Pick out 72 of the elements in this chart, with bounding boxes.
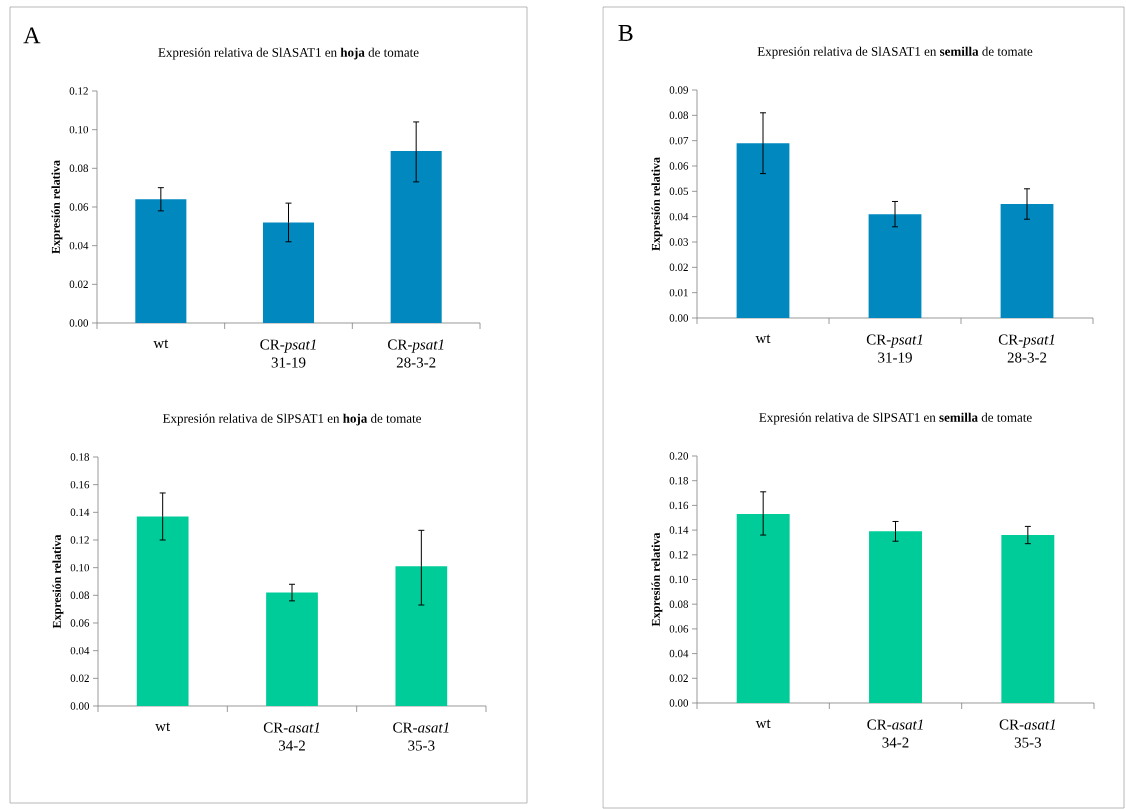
y-tick-label: 0.02 [70, 674, 89, 683]
x-tick-label: CR-asat1 34-2 [263, 722, 320, 751]
y-tick-label: 0.00 [669, 314, 689, 322]
bar [395, 566, 448, 706]
y-tick-label: 0.06 [69, 203, 89, 211]
text: B [618, 25, 633, 41]
x-tick-label: CR-psat1 31-19 [260, 339, 316, 368]
bar [262, 222, 315, 323]
x-tick-label: CR-psat1 31-19 [866, 334, 923, 363]
y-tick-label: 0.20 [669, 452, 689, 460]
y-tick-label: 0.04 [669, 649, 689, 658]
chart-title: Expresión relativa de SlPSAT1 en hoja de tomate [162, 413, 421, 426]
bar [1000, 204, 1054, 318]
y-tick-label: 0.10 [70, 563, 90, 572]
chart-title: Expresión relativa de SlASAT1 en hoja de tomate [158, 47, 419, 60]
y-tick-label: 0.14 [669, 526, 689, 534]
y-tick-label: 0.18 [669, 476, 689, 485]
bar [736, 514, 790, 703]
chart-title: Expresión relativa de SlASAT1 en semilla de tomate [757, 46, 1033, 59]
y-tick-label: 0.00 [669, 699, 689, 707]
bar [736, 143, 790, 318]
chart-title: Expresión relativa de SlPSAT1 en semilla de tomate [759, 412, 1032, 425]
bar [135, 199, 187, 323]
y-tick-label: 0.10 [69, 125, 89, 134]
y-tick-label: 0.09 [669, 86, 689, 94]
y-tick-label: 0.04 [70, 646, 90, 655]
y-tick-label: 0.02 [669, 263, 688, 272]
x-tick-label: CR-asat1 35-3 [999, 719, 1055, 748]
y-tick-label: 0.16 [669, 501, 689, 510]
x-tick-label: CR-asat1 34-2 [867, 719, 923, 748]
y-tick-label: 0.02 [69, 280, 88, 289]
y-tick-label: 0.01 [669, 288, 688, 297]
y-axis-title: Expresión relativa [651, 532, 663, 627]
bar [390, 150, 442, 323]
y-tick-label: 0.04 [669, 212, 689, 221]
y-tick-label: 0.06 [669, 162, 689, 170]
bar [1001, 535, 1055, 703]
y-axis-title: Expresión relativa [651, 157, 663, 251]
y-tick-label: 0.08 [69, 164, 89, 173]
y-tick-label: 0.12 [69, 87, 88, 95]
bar [136, 516, 189, 706]
y-tick-label: 0.16 [70, 480, 90, 489]
x-tick-label: wt [153, 339, 169, 349]
x-tick-label: CR-psat1 28-3-2 [388, 339, 444, 368]
y-axis-title: Expresión relativa [51, 160, 63, 254]
y-tick-label: 0.18 [70, 453, 90, 461]
y-tick-label: 0.06 [70, 619, 90, 627]
y-tick-label: 0.06 [669, 625, 689, 633]
y-tick-label: 0.03 [669, 238, 689, 246]
text: A [23, 27, 41, 44]
y-tick-label: 0.14 [70, 508, 90, 517]
y-tick-label: 0.00 [69, 319, 89, 327]
y-tick-label: 0.12 [669, 551, 688, 559]
x-tick-label: CR-psat1 28-3-2 [998, 334, 1055, 363]
x-tick-label: wt [155, 722, 171, 732]
y-tick-label: 0.10 [669, 575, 689, 584]
y-tick-label: 0.02 [669, 674, 688, 683]
x-tick-label: wt [755, 334, 771, 344]
y-tick-label: 0.00 [70, 702, 90, 710]
bar [869, 531, 922, 703]
bar [266, 592, 318, 706]
bar [868, 214, 922, 318]
y-tick-label: 0.12 [70, 536, 89, 544]
y-axis-title: Expresión relativa [52, 534, 64, 629]
y-tick-label: 0.05 [669, 187, 689, 196]
x-tick-label: wt [755, 719, 771, 729]
x-tick-label: CR-asat1 35-3 [393, 722, 449, 751]
y-tick-label: 0.08 [669, 111, 689, 120]
y-tick-label: 0.04 [69, 241, 89, 250]
y-tick-label: 0.08 [70, 591, 90, 600]
y-tick-label: 0.07 [669, 136, 689, 145]
y-tick-label: 0.08 [669, 600, 689, 608]
